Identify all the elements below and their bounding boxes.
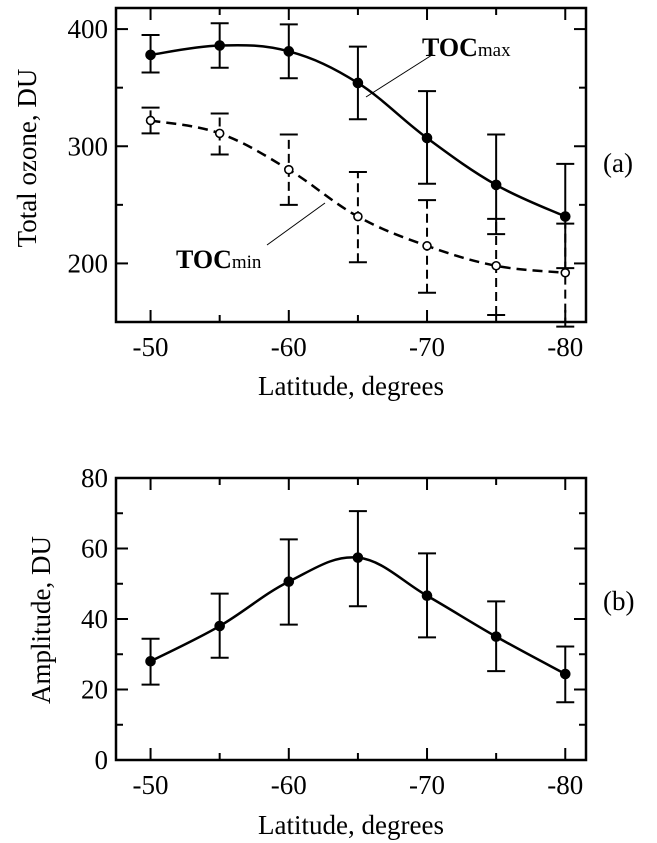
- series-point: [421, 590, 433, 602]
- tocmin-point: [560, 267, 571, 278]
- y-tick-label: 40: [81, 604, 108, 634]
- panel-b-xlabel: Latitude, degrees: [258, 810, 444, 840]
- tocmin-series-label: TOCmin: [176, 245, 262, 274]
- y-tick-label: 60: [81, 534, 108, 564]
- x-tick-label: -50: [133, 332, 169, 362]
- panel-a-ylabel: Total ozone, DU: [12, 69, 42, 248]
- tocmax-point: [490, 179, 502, 191]
- tocmax-point: [421, 132, 433, 144]
- series-point: [214, 620, 225, 632]
- y-tick-label: 200: [68, 248, 109, 278]
- panel-b-frame: [114, 476, 588, 762]
- tocmin-point: [422, 241, 432, 251]
- panel-a-tag: (a): [603, 148, 633, 178]
- x-tick-label: -70: [409, 770, 445, 800]
- tocmin-point: [491, 260, 501, 271]
- tocmax-callout-line: [365, 54, 433, 98]
- x-tick-label: -80: [547, 332, 583, 362]
- tocmin-point: [283, 164, 294, 175]
- x-tick-label: -80: [547, 770, 583, 800]
- series-point: [145, 656, 156, 667]
- y-tick-label: 300: [68, 131, 109, 161]
- panel-b-ticks: -50 -60 -70 -80 0 20 40 60 80: [81, 463, 586, 800]
- panel-a-series: [141, 22, 575, 328]
- tocmax-point: [559, 211, 571, 222]
- tocmin-point: [214, 128, 225, 139]
- y-tick-label: 80: [81, 463, 108, 493]
- x-tick-label: -70: [409, 332, 445, 362]
- panel-a-frame: [114, 6, 588, 324]
- panel-b: -50 -60 -70 -80 0 20 40 60 80 (b) Latitude, degr…: [26, 463, 634, 840]
- panel-a-xlabel: Latitude, degrees: [258, 371, 444, 401]
- y-tick-label: 20: [81, 675, 108, 705]
- y-tick-label: 0: [95, 745, 109, 775]
- y-tick-label: 400: [68, 14, 109, 44]
- series-point: [490, 631, 502, 642]
- x-tick-label: -60: [271, 332, 307, 362]
- tocmax-series-label: TOCmax: [422, 33, 511, 62]
- tocmin-point: [145, 115, 156, 126]
- x-tick-label: -60: [271, 770, 307, 800]
- series-point: [559, 668, 571, 680]
- tocmax-point: [214, 40, 225, 51]
- panel-b-series: [141, 510, 575, 704]
- panel-b-ylabel: Amplitude, DU: [26, 536, 56, 704]
- tocmax-point: [283, 46, 295, 57]
- tocmin-callout-line: [266, 202, 326, 246]
- panel-a-ticks: -50 -60 -70 -80 200 300 400: [68, 8, 586, 362]
- tocmin-point: [353, 211, 363, 222]
- tocmax-point: [352, 77, 364, 89]
- series-point: [283, 576, 295, 587]
- x-tick-label: -50: [133, 770, 169, 800]
- tocmax-point: [145, 49, 156, 61]
- series-point: [352, 552, 364, 563]
- panel-b-tag: (b): [603, 586, 634, 616]
